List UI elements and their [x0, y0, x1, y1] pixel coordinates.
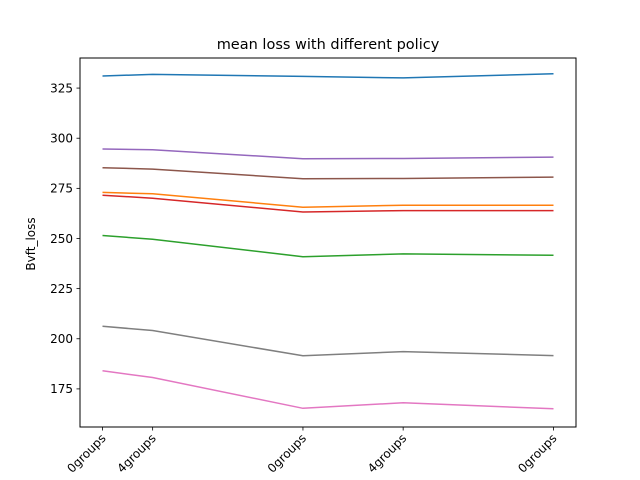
- y-tick-label: 275: [50, 182, 73, 196]
- y-tick-label: 250: [50, 232, 73, 246]
- x-tick-label: 4groups: [365, 431, 409, 475]
- y-axis-label: Bvft_loss: [24, 217, 38, 270]
- y-tick-label: 300: [50, 132, 73, 146]
- series-line-6: [102, 166, 554, 180]
- y-tick-label: 325: [50, 81, 73, 95]
- x-tick-label: 0groups: [64, 431, 108, 475]
- series-line-2: [102, 191, 554, 208]
- series-line-3: [102, 234, 554, 258]
- series-line-4: [102, 194, 554, 213]
- y-tick-label: 175: [50, 382, 73, 396]
- chart-title: mean loss with different policy: [217, 37, 440, 53]
- plot-frame: [79, 57, 577, 428]
- x-tick-label: 4groups: [114, 431, 158, 475]
- series-line-7: [102, 370, 554, 410]
- y-axis-ticks: 175 200 225 250 275 300 325: [50, 81, 80, 396]
- plot-lines: [102, 73, 554, 410]
- y-tick-label: 200: [50, 332, 73, 346]
- series-line-5: [102, 148, 554, 160]
- y-tick-label: 225: [50, 282, 73, 296]
- x-tick-label: 0groups: [515, 431, 559, 475]
- series-line-8: [102, 325, 554, 357]
- x-tick-label: 0groups: [265, 431, 309, 475]
- x-axis-ticks: 0groups 4groups 0groups 4groups 0groups: [64, 427, 560, 476]
- series-line-1: [102, 73, 554, 79]
